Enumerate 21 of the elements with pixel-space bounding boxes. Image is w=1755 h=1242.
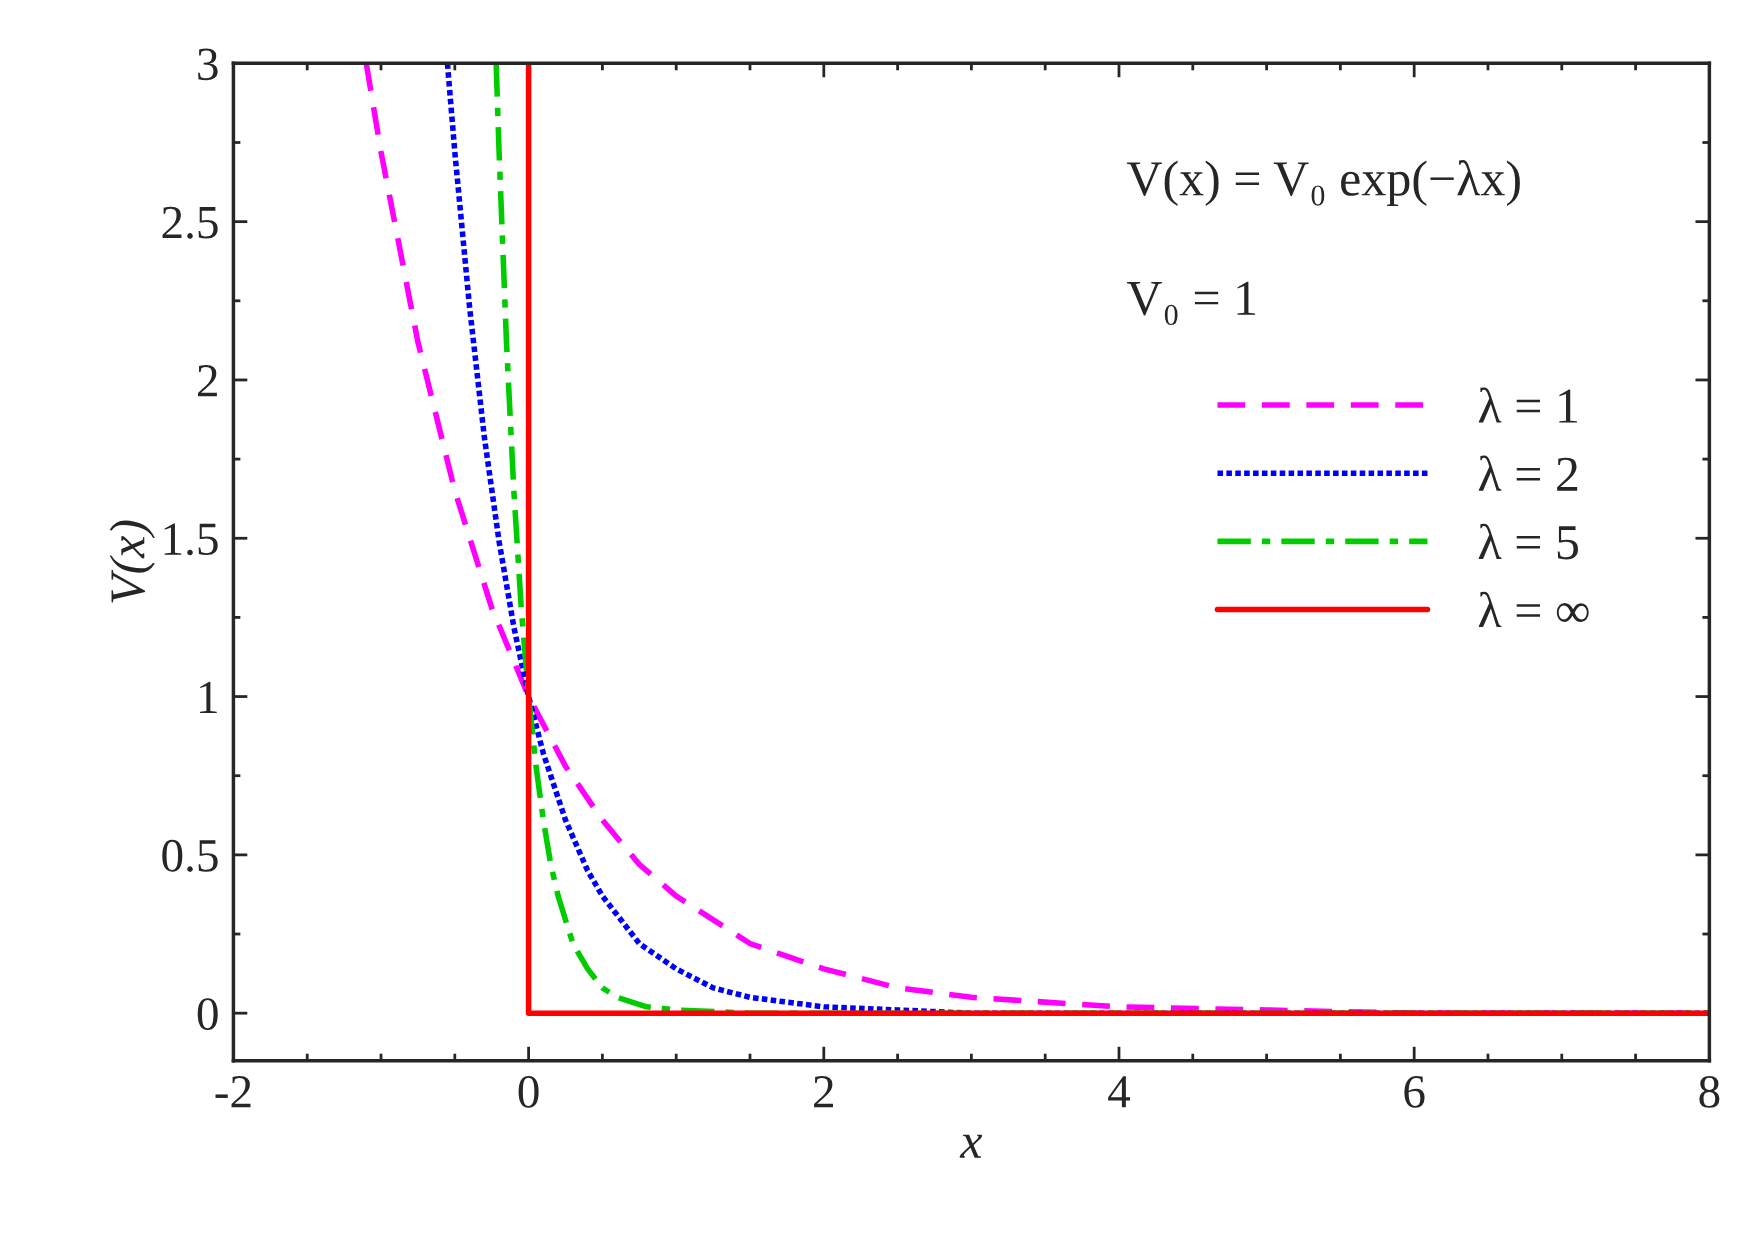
y-tick-label: 0: [197, 998, 218, 1031]
y-axis-title: V(x): [109, 520, 155, 603]
legend-label: λ = 5: [1478, 523, 1578, 560]
x-tick-label: 8: [1699, 1075, 1720, 1108]
x-tick-label: 6: [1404, 1076, 1425, 1108]
legend-label: λ = ∞: [1478, 591, 1589, 628]
x-tick-label: -2: [215, 1076, 251, 1108]
y-tick-label: 2: [197, 365, 217, 397]
legend-label: λ = 2: [1478, 455, 1578, 491]
x-tick-label: 0: [518, 1075, 539, 1108]
annotation: V(x) = V₀ exp(−λx): [1126, 160, 1520, 206]
x-tick-label: 2: [814, 1076, 833, 1108]
x-tick-label: 4: [1108, 1076, 1131, 1108]
y-tick-label: 3: [198, 48, 218, 81]
y-tick-label: 2.5: [162, 206, 218, 239]
y-tick-label: 0.5: [162, 839, 218, 872]
legend-label: λ = 1: [1478, 387, 1577, 423]
y-tick-label: 1.5: [164, 523, 218, 556]
y-tick-label: 1: [200, 681, 217, 713]
annotation: V₀ = 1: [1126, 281, 1256, 326]
x-axis-title: x: [959, 1134, 983, 1158]
